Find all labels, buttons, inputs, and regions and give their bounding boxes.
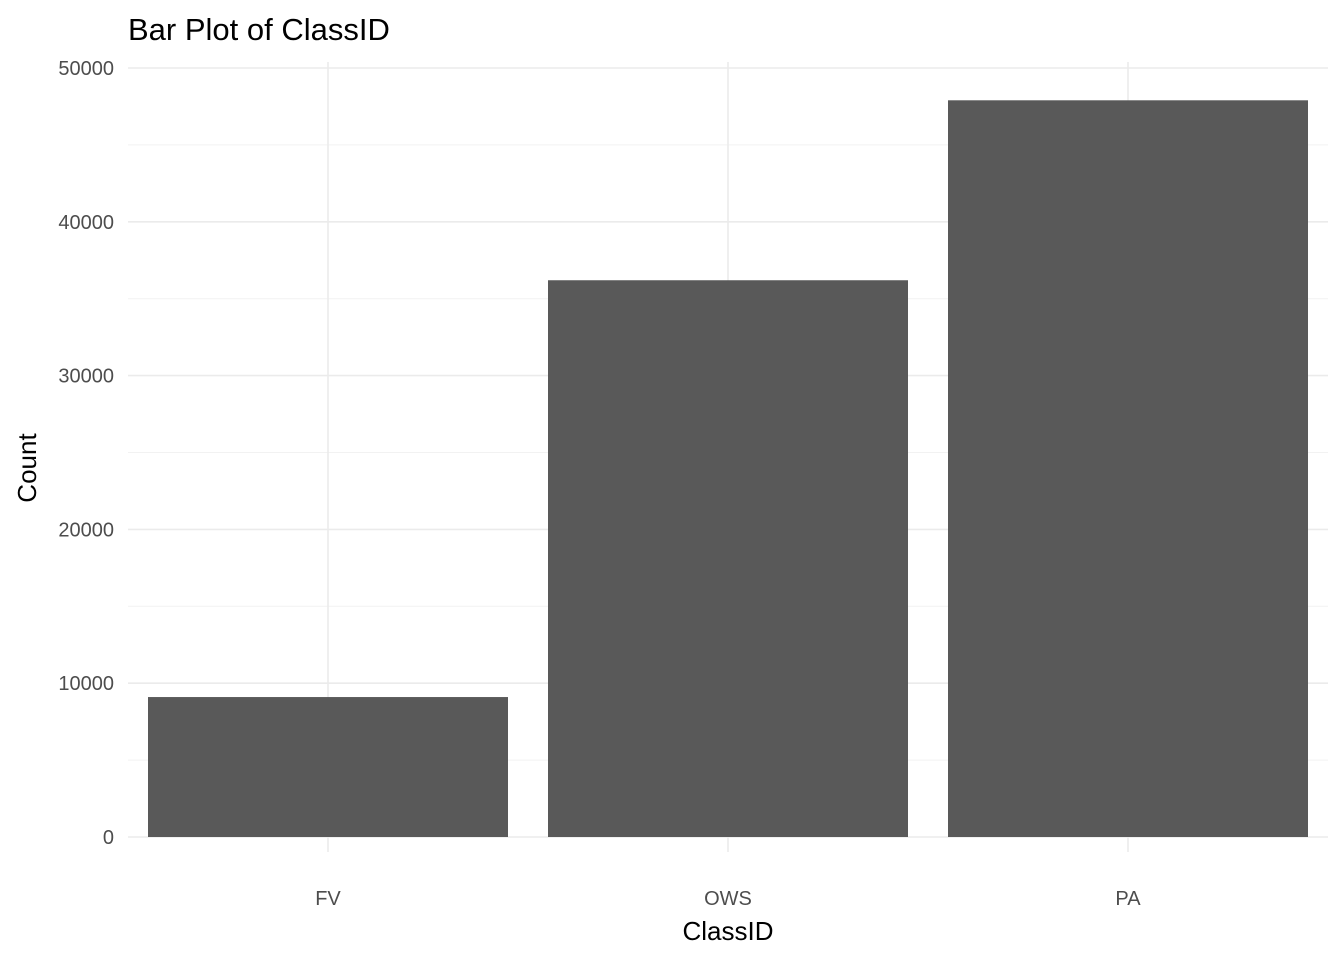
y-tick-label: 40000 — [58, 212, 114, 234]
y-tick-label: 0 — [103, 827, 114, 849]
y-tick-label: 20000 — [58, 519, 114, 541]
x-tick-label: FV — [315, 888, 341, 910]
y-tick-label: 30000 — [58, 366, 114, 388]
chart-title: Bar Plot of ClassID — [128, 12, 390, 47]
y-tick-label: 50000 — [58, 58, 114, 80]
x-tick-label: OWS — [704, 888, 752, 910]
y-axis-title: Count — [12, 433, 42, 503]
bars — [148, 100, 1308, 838]
y-tick-label: 10000 — [58, 673, 114, 695]
x-tick-label: PA — [1115, 888, 1141, 910]
bar-fv — [148, 697, 508, 837]
y-axis-ticks: 0 10000 20000 30000 40000 50000 — [58, 58, 114, 849]
x-axis-ticks: FV OWS PA — [315, 888, 1141, 910]
x-axis-title: ClassID — [682, 916, 773, 946]
bar-ows — [548, 280, 908, 837]
bar-pa — [948, 100, 1308, 838]
